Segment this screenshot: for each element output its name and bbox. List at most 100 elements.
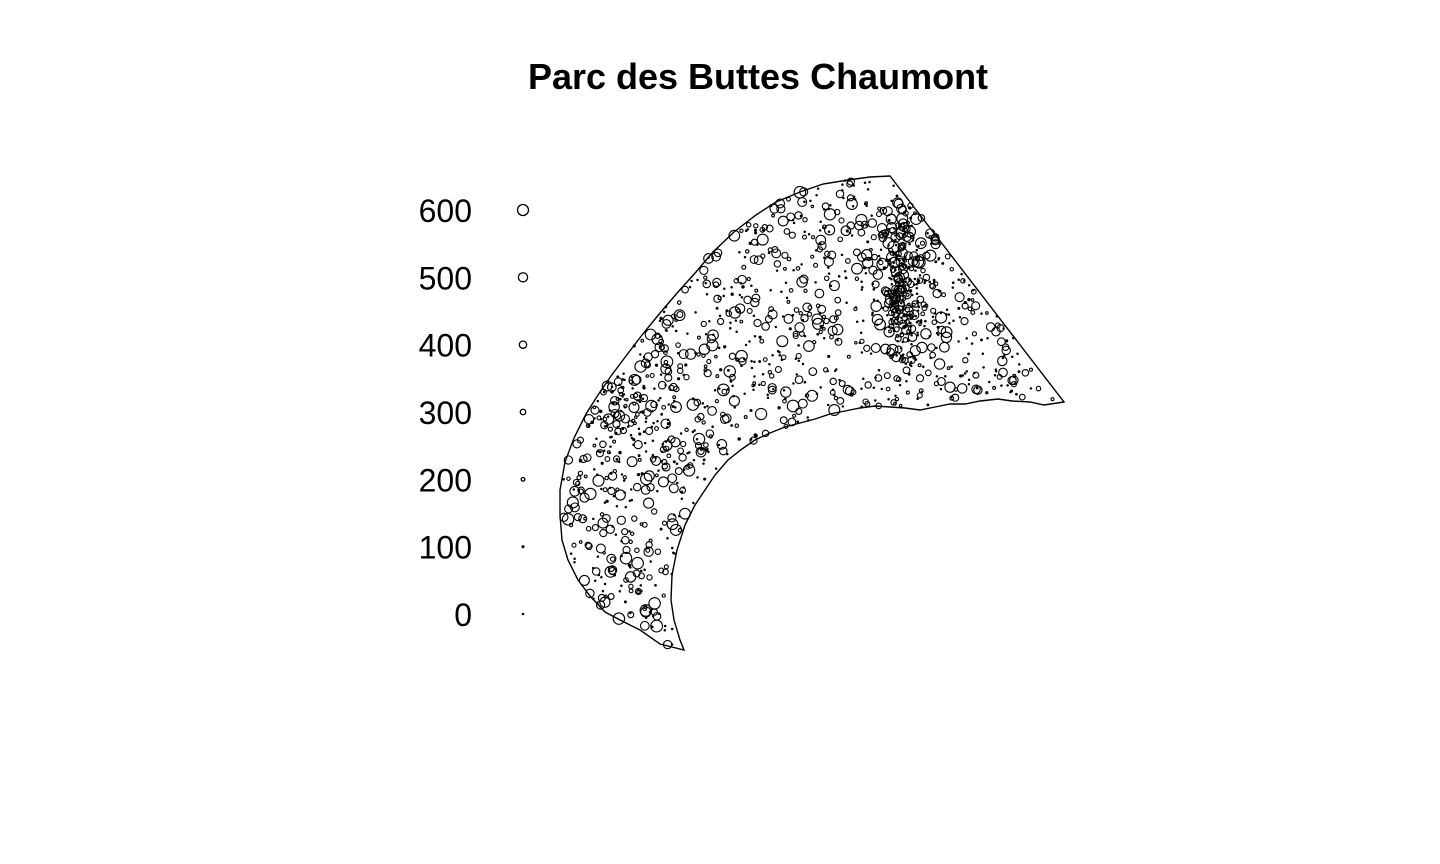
data-point bbox=[894, 234, 897, 237]
data-point bbox=[723, 287, 726, 291]
data-point bbox=[841, 183, 844, 186]
data-point bbox=[705, 448, 708, 452]
data-point bbox=[684, 363, 688, 367]
data-point bbox=[970, 288, 977, 295]
data-point bbox=[760, 380, 766, 387]
data-point bbox=[985, 322, 996, 332]
data-point bbox=[812, 339, 817, 345]
data-point bbox=[640, 472, 653, 486]
data-point bbox=[874, 374, 883, 382]
data-point bbox=[935, 331, 939, 335]
data-point bbox=[826, 403, 830, 407]
data-point bbox=[801, 234, 808, 240]
data-point bbox=[821, 202, 830, 211]
data-point bbox=[862, 377, 865, 381]
data-point bbox=[664, 367, 673, 376]
data-point bbox=[829, 377, 837, 386]
data-point bbox=[660, 418, 671, 430]
data-point bbox=[818, 229, 822, 232]
data-point bbox=[947, 313, 951, 316]
data-point bbox=[793, 307, 800, 313]
data-point bbox=[569, 485, 581, 497]
mark-size-legend: 0 100 200 300 400 500 600 bbox=[419, 193, 530, 633]
data-point bbox=[933, 380, 940, 387]
data-point bbox=[893, 326, 900, 333]
data-point bbox=[661, 404, 667, 410]
data-point bbox=[692, 458, 696, 462]
data-point bbox=[674, 329, 678, 333]
data-point bbox=[595, 449, 605, 458]
data-point bbox=[935, 346, 938, 350]
data-point bbox=[654, 583, 657, 587]
data-point bbox=[696, 476, 699, 479]
data-point bbox=[860, 249, 873, 261]
data-point bbox=[723, 345, 727, 349]
data-point bbox=[704, 447, 709, 452]
data-point bbox=[681, 285, 689, 294]
data-point bbox=[842, 196, 845, 200]
legend-symbol bbox=[520, 476, 526, 482]
data-point bbox=[666, 536, 669, 540]
data-point bbox=[735, 330, 738, 334]
data-point bbox=[637, 427, 641, 430]
data-point bbox=[831, 388, 835, 391]
data-point bbox=[838, 380, 846, 388]
data-point bbox=[994, 369, 998, 373]
data-point bbox=[920, 311, 926, 317]
data-point bbox=[659, 373, 663, 376]
data-point bbox=[704, 281, 707, 285]
data-point bbox=[600, 576, 603, 579]
data-point bbox=[817, 304, 827, 314]
data-point bbox=[887, 397, 890, 401]
legend-tick-label: 600 bbox=[419, 193, 472, 229]
data-point bbox=[662, 310, 666, 314]
data-point bbox=[657, 399, 660, 402]
data-point bbox=[1012, 373, 1017, 378]
data-point bbox=[657, 469, 660, 472]
data-point bbox=[919, 240, 926, 246]
data-point bbox=[945, 313, 948, 316]
data-point bbox=[1028, 367, 1034, 372]
data-point bbox=[643, 441, 647, 445]
data-point bbox=[916, 301, 919, 305]
data-point bbox=[660, 355, 674, 369]
data-point bbox=[759, 226, 766, 233]
data-point bbox=[927, 343, 936, 352]
data-point bbox=[988, 380, 991, 384]
data-point bbox=[1004, 339, 1009, 343]
data-point bbox=[762, 357, 768, 363]
data-point bbox=[670, 401, 682, 414]
data-point bbox=[775, 269, 779, 272]
data-point bbox=[663, 624, 667, 628]
data-point bbox=[612, 468, 618, 474]
data-point bbox=[822, 336, 826, 340]
data-point bbox=[601, 513, 611, 523]
data-point bbox=[750, 366, 754, 370]
data-point bbox=[631, 515, 638, 522]
data-point bbox=[634, 587, 643, 596]
data-point bbox=[845, 301, 848, 304]
data-point bbox=[913, 256, 926, 269]
data-point bbox=[643, 361, 651, 369]
data-point bbox=[780, 386, 792, 398]
data-point bbox=[667, 473, 678, 484]
data-point bbox=[859, 331, 863, 335]
data-point bbox=[870, 343, 881, 353]
data-point bbox=[612, 494, 616, 498]
data-point bbox=[944, 374, 947, 378]
data-point bbox=[692, 432, 706, 446]
data-point bbox=[696, 352, 701, 357]
data-point bbox=[852, 248, 861, 257]
data-point bbox=[601, 380, 613, 392]
data-point bbox=[703, 253, 714, 264]
data-point bbox=[579, 454, 588, 464]
data-point bbox=[914, 269, 917, 272]
data-point bbox=[578, 458, 583, 463]
data-point bbox=[923, 281, 926, 285]
data-point bbox=[796, 420, 800, 424]
data-point bbox=[946, 366, 951, 371]
data-point bbox=[895, 257, 905, 267]
data-point bbox=[980, 312, 983, 315]
data-point bbox=[585, 588, 595, 599]
data-point bbox=[663, 564, 669, 570]
